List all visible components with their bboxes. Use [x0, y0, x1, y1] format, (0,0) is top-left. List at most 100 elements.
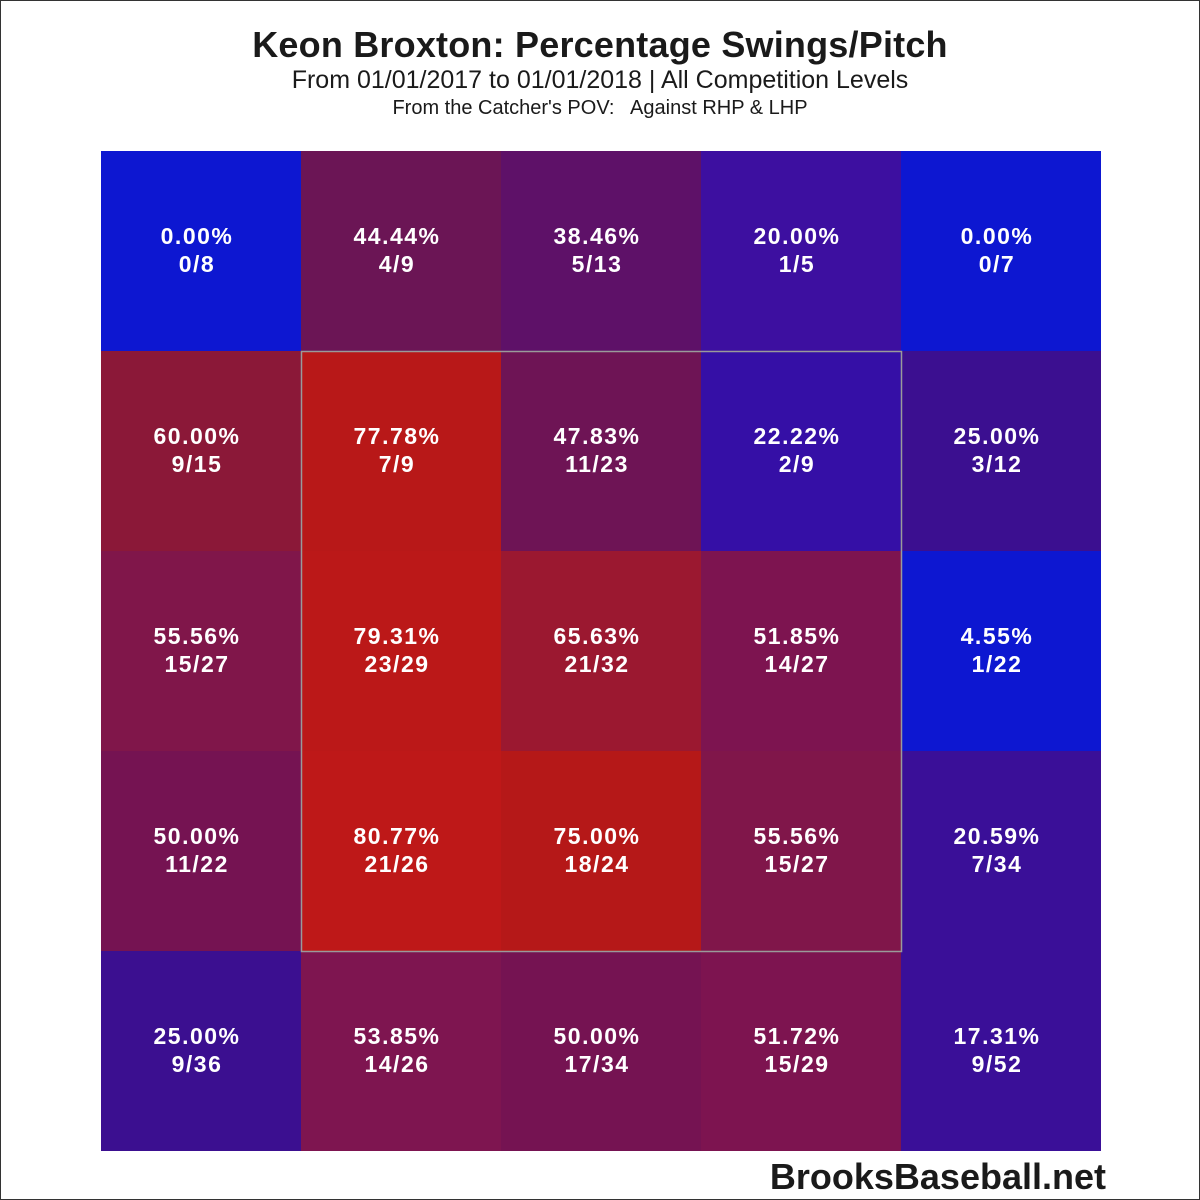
heatmap-cell-fill: [501, 751, 701, 951]
cell-fraction: 21/32: [564, 651, 629, 677]
heatmap-cell-fill: [901, 151, 1101, 351]
heatmap-cell-r0-c0: 0.00%0/8: [101, 151, 301, 351]
cell-percentage: 38.46%: [553, 223, 640, 249]
heatmap-cell-fill: [501, 551, 701, 751]
heatmap-cell-r2-c3: 51.85%14/27: [701, 551, 901, 751]
heatmap-cell-r2-c2: 65.63%21/32: [501, 551, 701, 751]
heatmap-cell-fill: [101, 551, 301, 751]
cell-percentage: 50.00%: [553, 1023, 640, 1049]
heatmap-cell-r3-c2: 75.00%18/24: [501, 751, 701, 951]
cell-fraction: 9/52: [972, 1051, 1023, 1077]
cell-fraction: 21/26: [364, 851, 429, 877]
heatmap-cell-fill: [901, 951, 1101, 1151]
cell-percentage: 20.00%: [753, 223, 840, 249]
heatmap-cell-r2-c1: 79.31%23/29: [301, 551, 501, 751]
heatmap-cell-fill: [301, 151, 501, 351]
cell-percentage: 80.77%: [353, 823, 440, 849]
heatmap-cell-fill: [701, 551, 901, 751]
cell-fraction: 9/15: [172, 451, 223, 477]
heatmap-cell-fill: [301, 551, 501, 751]
heatmap-cell-r1-c4: 25.00%3/12: [901, 351, 1101, 551]
heatmap-cell-fill: [701, 951, 901, 1151]
heatmap-cell-r1-c2: 47.83%11/23: [501, 351, 701, 551]
heatmap-cell-fill: [701, 151, 901, 351]
cell-percentage: 0.00%: [161, 223, 234, 249]
heatmap-cell-r3-c1: 80.77%21/26: [301, 751, 501, 951]
cell-fraction: 1/5: [779, 251, 815, 277]
heatmap-cell-r2-c0: 55.56%15/27: [101, 551, 301, 751]
heatmap-cell-fill: [501, 351, 701, 551]
cell-fraction: 0/7: [979, 251, 1015, 277]
cell-fraction: 11/22: [165, 851, 229, 877]
cell-percentage: 17.31%: [953, 1023, 1040, 1049]
cell-percentage: 75.00%: [553, 823, 640, 849]
heatmap-cell-r1-c1: 77.78%7/9: [301, 351, 501, 551]
cell-fraction: 7/34: [972, 851, 1023, 877]
heatmap-cell-fill: [301, 751, 501, 951]
heatmap-cell-fill: [101, 151, 301, 351]
heatmap-cell-r2-c4: 4.55%1/22: [901, 551, 1101, 751]
heatmap-cell-r3-c0: 50.00%11/22: [101, 751, 301, 951]
cell-fraction: 5/13: [572, 251, 623, 277]
cell-fraction: 2/9: [779, 451, 815, 477]
pov-label: From the Catcher's POV: Against RHP & LH…: [392, 97, 808, 119]
chart-subtitle: From 01/01/2017 to 01/01/2018 | All Comp…: [291, 66, 909, 94]
heatmap-cell-r3-c4: 20.59%7/34: [901, 751, 1101, 951]
cell-fraction: 9/36: [172, 1051, 223, 1077]
heatmap-cell-r0-c1: 44.44%4/9: [301, 151, 501, 351]
cell-fraction: 18/24: [564, 851, 629, 877]
cell-percentage: 79.31%: [353, 623, 440, 649]
cell-percentage: 44.44%: [353, 223, 440, 249]
strike-zone-outline: [300, 350, 903, 953]
cell-fraction: 3/12: [972, 451, 1023, 477]
heatmap-cell-r4-c3: 51.72%15/29: [701, 951, 901, 1151]
cell-fraction: 1/22: [972, 651, 1023, 677]
heatmap-cell-fill: [701, 751, 901, 951]
cell-fraction: 14/27: [764, 651, 829, 677]
heatmap-cell-r4-c0: 25.00%9/36: [101, 951, 301, 1151]
heatmap-cell-fill: [101, 351, 301, 551]
cell-percentage: 51.85%: [753, 623, 840, 649]
cell-fraction: 15/27: [764, 851, 829, 877]
heatmap-cell-r4-c1: 53.85%14/26: [301, 951, 501, 1151]
heatmap-cell-fill: [901, 551, 1101, 751]
heatmap-cell-r1-c0: 60.00%9/15: [101, 351, 301, 551]
cell-percentage: 77.78%: [353, 423, 440, 449]
cell-percentage: 53.85%: [353, 1023, 440, 1049]
cell-fraction: 11/23: [565, 451, 629, 477]
cell-percentage: 55.56%: [153, 623, 240, 649]
cell-percentage: 20.59%: [953, 823, 1040, 849]
heatmap-cell-fill: [501, 951, 701, 1151]
heatmap-cell-fill: [101, 951, 301, 1151]
cell-fraction: 15/27: [164, 651, 229, 677]
heatmap-cell-r1-c3: 22.22%2/9: [701, 351, 901, 551]
cell-fraction: 4/9: [379, 251, 415, 277]
cell-fraction: 17/34: [564, 1051, 629, 1077]
cell-percentage: 4.55%: [961, 623, 1034, 649]
heatmap-cell-fill: [901, 751, 1101, 951]
heatmap-cell-r0-c3: 20.00%1/5: [701, 151, 901, 351]
cell-percentage: 0.00%: [961, 223, 1034, 249]
chart-title: Keon Broxton: Percentage Swings/Pitch: [252, 24, 948, 65]
cell-percentage: 25.00%: [153, 1023, 240, 1049]
heatmap-cell-fill: [301, 951, 501, 1151]
cell-fraction: 0/8: [179, 251, 215, 277]
heatmap-cell-fill: [301, 351, 501, 551]
cell-fraction: 7/9: [379, 451, 415, 477]
cell-fraction: 15/29: [764, 1051, 829, 1077]
cell-percentage: 51.72%: [753, 1023, 840, 1049]
heatmap-cell-r4-c4: 17.31%9/52: [901, 951, 1101, 1151]
heatmap-cell-fill: [501, 151, 701, 351]
cell-percentage: 50.00%: [153, 823, 240, 849]
cell-percentage: 25.00%: [953, 423, 1040, 449]
cell-percentage: 55.56%: [753, 823, 840, 849]
heatmap-cell-r4-c2: 50.00%17/34: [501, 951, 701, 1151]
brooksbaseball-watermark: BrooksBaseball.net: [769, 1156, 1106, 1197]
heatmap-cell-r0-c4: 0.00%0/7: [901, 151, 1101, 351]
heatmap-cell-fill: [101, 751, 301, 951]
cell-percentage: 22.22%: [753, 423, 840, 449]
cell-percentage: 60.00%: [153, 423, 240, 449]
heatmap-cell-r3-c3: 55.56%15/27: [701, 751, 901, 951]
cell-fraction: 23/29: [364, 651, 429, 677]
